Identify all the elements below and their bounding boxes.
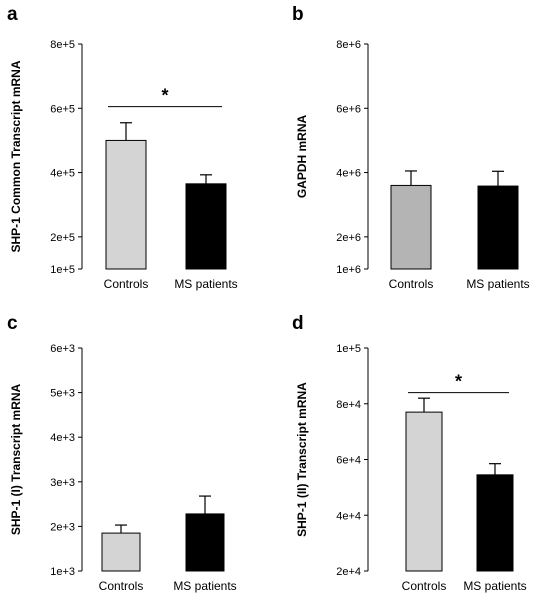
panel-letter: c	[7, 313, 18, 334]
y-tick-label: 4e+5	[50, 168, 75, 180]
chart-panel-d: d 2e+4 4e+4 6e+4 8e+4 1e+5 SHP-1 (II) Transcri…	[292, 313, 527, 593]
bar-ms-patients	[476, 474, 514, 572]
y-tick-label: 2e+4	[336, 566, 361, 578]
bar-ms-patients	[185, 183, 227, 270]
bar-controls	[101, 532, 141, 572]
y-tick-label: 8e+6	[336, 39, 361, 51]
y-tick-label: 4e+6	[336, 168, 361, 180]
category-label: Controls	[99, 579, 144, 593]
y-tick-label: 1e+5	[336, 343, 361, 355]
bar-controls	[405, 411, 443, 572]
category-label: Controls	[389, 277, 434, 291]
y-axis-label: GAPDH mRNA	[295, 115, 309, 199]
y-tick-label: 6e+3	[50, 343, 75, 355]
category-label: MS patients	[173, 579, 236, 593]
bar-ms-patients	[477, 185, 519, 270]
panel-letter: d	[292, 313, 304, 334]
category-label: MS patients	[174, 277, 237, 291]
category-label: MS patients	[463, 579, 526, 593]
y-tick-label: 1e+5	[50, 264, 75, 276]
y-axis-label: SHP-1 Common Transcript mRNA	[9, 60, 23, 252]
chart-panel-c: c 1e+3 2e+3 3e+3 4e+3 5e+3 6e+3 SHP-1 (I) Trans…	[7, 313, 237, 593]
significance-marker: *	[455, 372, 462, 392]
y-tick-label: 2e+6	[336, 232, 361, 244]
y-tick-label: 2e+3	[50, 521, 75, 533]
significance-marker: *	[161, 86, 168, 106]
category-label: MS patients	[466, 277, 529, 291]
bar-controls	[390, 184, 432, 270]
y-tick-label: 2e+5	[50, 232, 75, 244]
y-tick-label: 1e+6	[336, 264, 361, 276]
category-label: Controls	[402, 579, 447, 593]
y-tick-label: 3e+3	[50, 477, 75, 489]
bar-controls	[105, 139, 147, 270]
y-tick-label: 5e+3	[50, 388, 75, 400]
chart-panel-a: a 1e+5 2e+5 4e+5 6e+5 8e+5 SHP-1 Common Transc…	[7, 4, 238, 291]
category-label: Controls	[104, 277, 149, 291]
y-axis-label: SHP-1 (I) Transcript mRNA	[9, 383, 23, 535]
y-tick-label: 6e+4	[336, 455, 361, 467]
panel-letter: a	[7, 4, 18, 25]
y-tick-label: 1e+3	[50, 566, 75, 578]
panel-letter: b	[292, 4, 304, 25]
y-axis-label: SHP-1 (II) Transcript mRNA	[295, 382, 309, 537]
y-tick-label: 6e+6	[336, 103, 361, 115]
chart-panel-b: b 1e+6 2e+6 4e+6 6e+6 8e+6 GAPDH mRNA Controls M…	[292, 4, 530, 291]
bar-ms-patients	[185, 513, 225, 572]
y-tick-label: 4e+3	[50, 432, 75, 444]
y-tick-label: 8e+4	[336, 399, 361, 411]
y-tick-label: 6e+5	[50, 103, 75, 115]
y-tick-label: 8e+5	[50, 39, 75, 51]
y-tick-label: 4e+4	[336, 510, 361, 522]
